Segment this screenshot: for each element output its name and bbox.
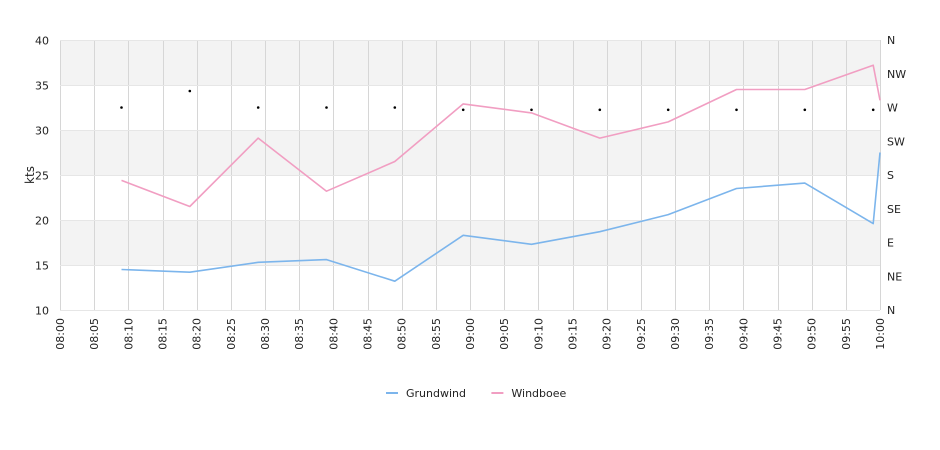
- y-tick-label: 15: [35, 260, 49, 273]
- direction-tick-label: E: [887, 237, 894, 250]
- y-axis-ticks: 10 15 20 25 30 35 40: [35, 35, 49, 318]
- legend-label[interactable]: Grundwind: [406, 387, 466, 400]
- x-axis-ticks: 08:00 08:05 08:10 08:15 08:20 08:25 08:30 08:35…: [54, 318, 887, 350]
- direction-point: [871, 108, 875, 112]
- direction-tick-label: SW: [887, 135, 905, 148]
- x-tick-label: 09:15: [567, 318, 580, 350]
- x-tick-label: 08:10: [122, 318, 135, 350]
- x-tick-label: 10:00: [874, 318, 887, 350]
- x-tick-label: 09:55: [840, 318, 853, 350]
- x-tick-label: 08:00: [54, 318, 67, 350]
- x-tick-label: 09:10: [532, 318, 545, 350]
- direction-point: [393, 106, 397, 109]
- direction-tick-label: SE: [887, 203, 901, 216]
- direction-point: [530, 108, 533, 112]
- x-tick-label: 09:35: [703, 318, 716, 350]
- direction-point: [461, 108, 465, 112]
- x-tick-label: 08:15: [157, 318, 170, 350]
- direction-point: [256, 106, 260, 109]
- x-tick-label: 09:50: [806, 318, 819, 350]
- x-tick-label: 09:05: [498, 318, 511, 350]
- direction-tick-label: NW: [887, 68, 906, 81]
- direction-point: [803, 108, 807, 112]
- direction-tick-label: W: [887, 102, 898, 115]
- y-tick-label: 35: [35, 80, 49, 93]
- x-tick-label: 08:45: [362, 318, 375, 350]
- direction-point: [325, 106, 328, 109]
- x-tick-label: 08:25: [225, 318, 238, 350]
- direction-point: [735, 108, 738, 112]
- x-tick-label: 09:30: [669, 318, 682, 350]
- direction-point: [120, 106, 123, 109]
- x-tick-label: 09:40: [737, 318, 750, 350]
- x-tick-label: 08:55: [430, 318, 443, 350]
- series-lines: [121, 64, 881, 283]
- x-tick-label: 08:40: [327, 318, 340, 350]
- x-tick-label: 09:45: [772, 318, 785, 350]
- direction-axis-ticks: N NE E SE S SW W NW N: [887, 34, 906, 317]
- y-tick-label: 20: [35, 215, 49, 228]
- direction-tick-label: N: [887, 34, 895, 47]
- y-tick-label: 10: [35, 305, 49, 318]
- series-line: [121, 152, 881, 283]
- direction-tick-label: S: [887, 169, 894, 182]
- x-tick-label: 08:05: [88, 318, 101, 350]
- legend: Grundwind Windboee: [386, 387, 567, 400]
- x-tick-label: 08:30: [259, 318, 272, 350]
- direction-point: [598, 108, 602, 112]
- series-line: [121, 64, 881, 208]
- y-tick-label: 25: [35, 170, 49, 183]
- x-tick-label: 09:20: [601, 318, 614, 350]
- direction-tick-label: N: [887, 304, 895, 317]
- direction-point: [666, 108, 670, 112]
- direction-point: [188, 89, 192, 93]
- direction-tick-label: NE: [887, 270, 902, 283]
- y-tick-label: 40: [35, 35, 49, 48]
- x-tick-label: 09:25: [635, 318, 648, 350]
- y-axis-label: kts: [23, 166, 37, 184]
- x-tick-label: 09:00: [464, 318, 477, 350]
- x-tick-label: 08:20: [191, 318, 204, 350]
- x-tick-label: 08:50: [396, 318, 409, 350]
- x-tick-label: 08:35: [293, 318, 306, 350]
- y-tick-label: 30: [35, 125, 49, 138]
- direction-markers: [120, 89, 875, 112]
- legend-label[interactable]: Windboee: [511, 387, 566, 400]
- horizontal-gridlines: [60, 40, 880, 311]
